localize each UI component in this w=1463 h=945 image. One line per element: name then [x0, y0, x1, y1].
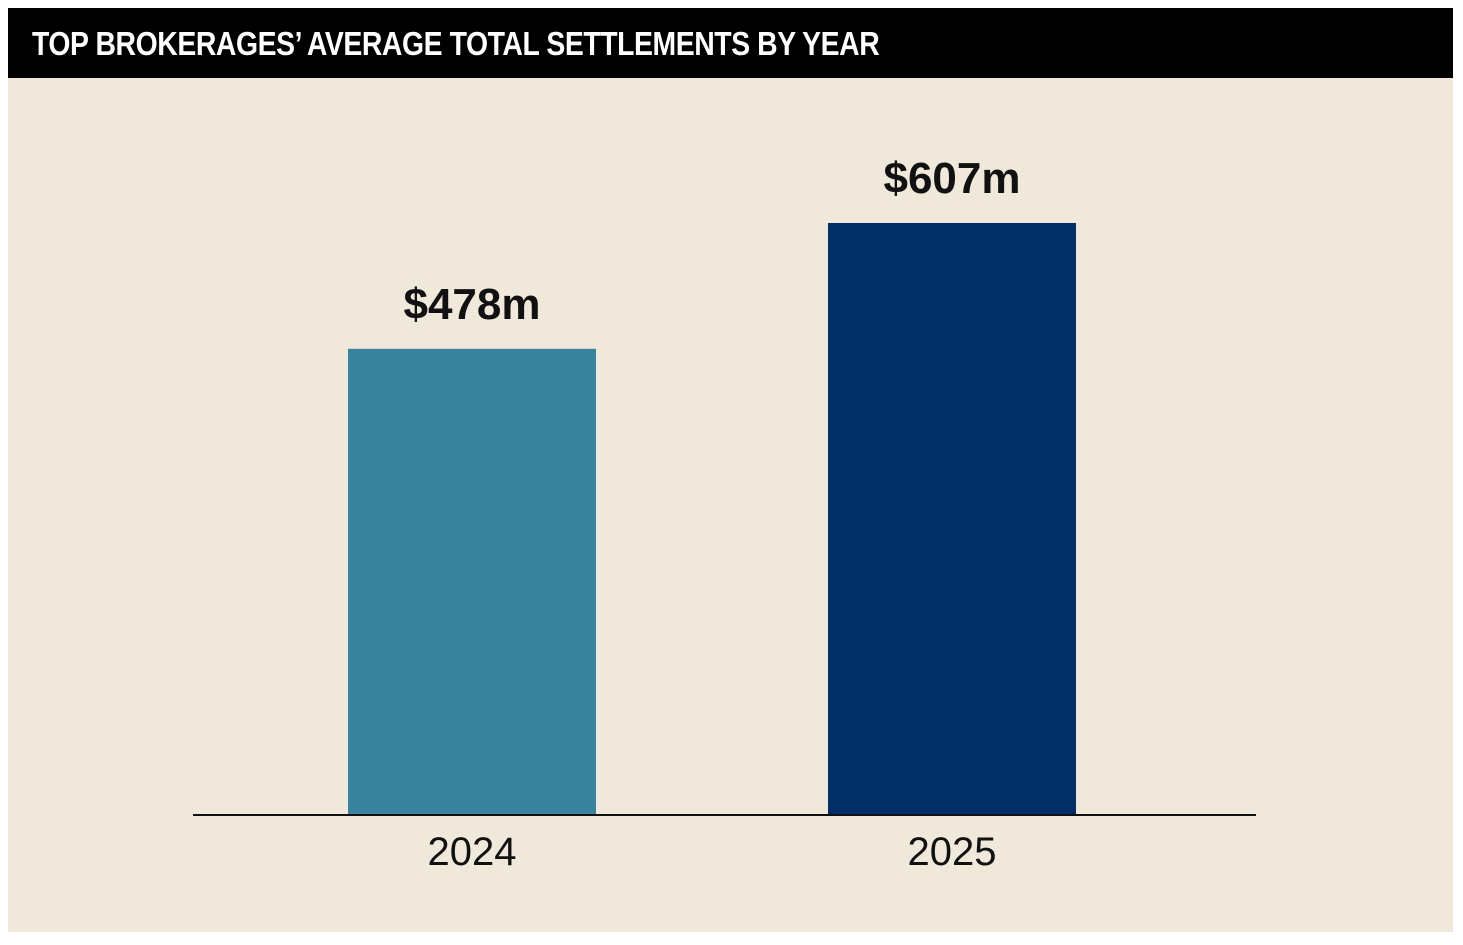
value-label-2025: $607m: [883, 154, 1020, 203]
value-label-2024: $478m: [403, 280, 540, 329]
bar-chart: $478m 2024 $607m 2025: [193, 154, 1256, 874]
chart-title: TOP BROKERAGES’ AVERAGE TOTAL SETTLEMENT…: [32, 25, 880, 62]
title-bar: TOP BROKERAGES’ AVERAGE TOTAL SETTLEMENT…: [8, 8, 1453, 78]
bar-2024: [348, 348, 596, 815]
x-tick-label-2024: 2024: [428, 830, 517, 874]
x-tick-label-2025: 2025: [908, 830, 997, 874]
bar-2025: [828, 223, 1076, 815]
chart-frame: TOP BROKERAGES’ AVERAGE TOTAL SETTLEMENT…: [8, 8, 1453, 932]
